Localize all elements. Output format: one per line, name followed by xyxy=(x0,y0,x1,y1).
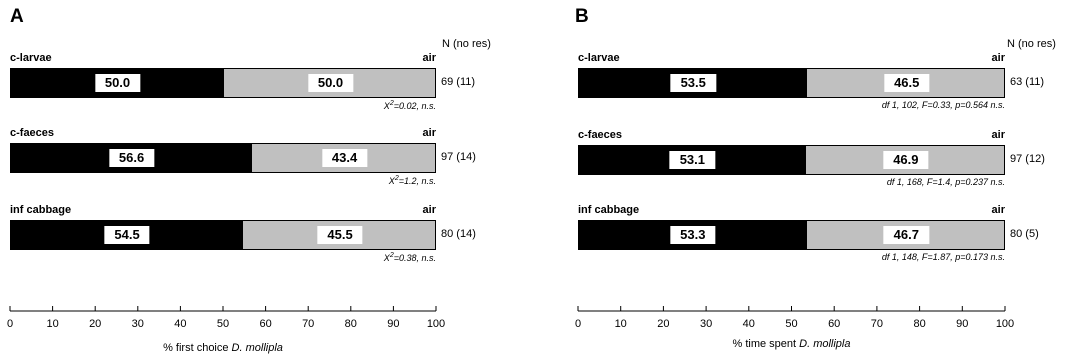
x-tick-label: 30 xyxy=(132,318,144,330)
x-tick-label: 80 xyxy=(345,318,357,330)
data-label-right: 46.9 xyxy=(883,151,929,169)
statistics-caption: df 1, 148, F=1.87, p=0.173 n.s. xyxy=(705,252,1005,262)
panel-b: B N (no res) c-larvae air 53.5 46.5 63 (11) d… xyxy=(565,0,1065,356)
bar-right-label: air xyxy=(422,52,436,64)
sample-size-label: 80 (14) xyxy=(441,228,476,240)
stacked-bar: 54.5 45.5 xyxy=(10,220,436,250)
stacked-bar: 53.3 46.7 xyxy=(578,220,1005,250)
bar-category-label: c-larvae xyxy=(578,52,620,64)
stat-text: =1.2, n.s. xyxy=(398,176,436,186)
bar-category-label: c-faeces xyxy=(578,129,623,141)
stat-symbol: X xyxy=(383,253,390,263)
x-tick-label: 70 xyxy=(871,318,883,330)
statistics-caption: df 1, 102, F=0.33, p=0.564 n.s. xyxy=(705,100,1005,110)
x-tick-label: 60 xyxy=(259,318,271,330)
data-label-left: 53.1 xyxy=(669,151,716,169)
x-axis-label-species: D. mollipla xyxy=(231,342,283,354)
x-tick-label: 10 xyxy=(615,318,627,330)
stat-text: =0.38, n.s. xyxy=(393,253,436,263)
statistics-caption: X2=0.02, n.s. xyxy=(136,100,436,111)
panel-letter: B xyxy=(575,6,589,27)
stat-symbol: X xyxy=(388,176,395,186)
data-label-right: 43.4 xyxy=(321,149,368,167)
x-tick-label: 0 xyxy=(7,318,13,330)
x-axis-label-species: D. mollipla xyxy=(799,338,851,350)
bar-category-label: inf cabbage xyxy=(10,204,72,216)
x-tick-label: 100 xyxy=(996,318,1014,330)
x-tick-label: 20 xyxy=(657,318,669,330)
data-label-left: 54.5 xyxy=(104,226,150,244)
stat-superscript: 2 xyxy=(389,100,394,107)
data-label-right: 45.5 xyxy=(317,226,363,244)
n-header: N (no res) xyxy=(442,38,491,50)
bar-right-label: air xyxy=(991,129,1005,141)
x-axis: 0 10 20 30 40 50 60 70 80 90 100 xyxy=(575,306,1014,330)
stat-superscript: 2 xyxy=(389,252,394,259)
stat-text: df 1, 168, F=1.4, p=0.237 n.s. xyxy=(886,177,1005,187)
panel-letter: A xyxy=(10,6,24,27)
bar-right-label: air xyxy=(422,204,436,216)
data-label-left: 56.6 xyxy=(108,149,155,167)
bar-category-label: c-larvae xyxy=(10,52,52,64)
x-axis: 0 10 20 30 40 50 60 70 80 90 100 xyxy=(7,306,445,330)
data-label-right: 46.5 xyxy=(884,74,930,92)
data-label-right: 46.7 xyxy=(883,226,929,244)
x-tick-label: 50 xyxy=(217,318,229,330)
x-axis-label-prefix: % time spent xyxy=(732,338,800,350)
stat-symbol: X xyxy=(383,101,390,111)
n-header: N (no res) xyxy=(1007,38,1056,50)
bar-right-label: air xyxy=(991,204,1005,216)
stat-text: df 1, 102, F=0.33, p=0.564 n.s. xyxy=(881,100,1005,110)
stacked-bar: 56.6 43.4 xyxy=(10,143,436,173)
stacked-bar: 53.5 46.5 xyxy=(578,68,1005,98)
bar-right-label: air xyxy=(422,127,436,139)
x-tick-label: 60 xyxy=(828,318,840,330)
x-axis-label-prefix: % first choice xyxy=(163,342,232,354)
stat-text: =0.02, n.s. xyxy=(393,101,436,111)
statistics-caption: X2=0.38, n.s. xyxy=(136,252,436,263)
x-tick-label: 50 xyxy=(785,318,797,330)
bar-category-label: c-faeces xyxy=(10,127,55,139)
panel-a: A N (no res) c-larvae air 50.0 50.0 69 (11) X… xyxy=(0,0,500,356)
statistics-caption: df 1, 168, F=1.4, p=0.237 n.s. xyxy=(705,177,1005,187)
data-label-left: 53.5 xyxy=(670,74,716,92)
data-label-left: 53.3 xyxy=(670,226,716,244)
data-label-right: 50.0 xyxy=(307,74,354,92)
x-tick-label: 90 xyxy=(387,318,399,330)
x-axis-label: % time spent D. mollipla xyxy=(733,338,851,350)
x-tick-label: 40 xyxy=(743,318,755,330)
x-axis-label: % first choice D. mollipla xyxy=(163,342,283,354)
statistics-caption: X2=1.2, n.s. xyxy=(136,175,436,186)
stacked-bar: 53.1 46.9 xyxy=(578,145,1005,175)
bar-right-label: air xyxy=(991,52,1005,64)
stat-text: df 1, 148, F=1.87, p=0.173 n.s. xyxy=(881,252,1005,262)
x-tick-label: 70 xyxy=(302,318,314,330)
bar-category-label: inf cabbage xyxy=(578,204,640,216)
x-tick-label: 80 xyxy=(913,318,925,330)
data-label-left: 50.0 xyxy=(94,74,141,92)
sample-size-label: 69 (11) xyxy=(441,76,476,88)
x-tick-label: 40 xyxy=(174,318,186,330)
sample-size-label: 80 (5) xyxy=(1010,228,1039,240)
sample-size-label: 97 (14) xyxy=(441,151,476,163)
sample-size-label: 63 (11) xyxy=(1010,76,1045,88)
x-tick-label: 20 xyxy=(89,318,101,330)
x-tick-label: 30 xyxy=(700,318,712,330)
x-tick-label: 100 xyxy=(427,318,445,330)
x-tick-label: 10 xyxy=(46,318,58,330)
sample-size-label: 97 (12) xyxy=(1010,153,1045,165)
x-tick-label: 0 xyxy=(575,318,581,330)
stat-superscript: 2 xyxy=(394,175,399,182)
stacked-bar: 50.0 50.0 xyxy=(10,68,436,98)
x-tick-label: 90 xyxy=(956,318,968,330)
